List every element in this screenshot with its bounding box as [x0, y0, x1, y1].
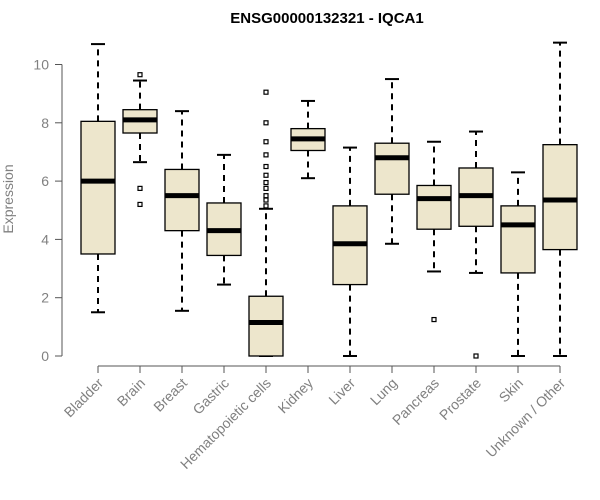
- outlier-point: [431, 316, 437, 323]
- outlier-point: [263, 193, 269, 199]
- outlier-point: [263, 89, 269, 95]
- outlier-point: [263, 152, 269, 158]
- y-tick-label: 6: [41, 173, 49, 189]
- box-gastric: [206, 153, 242, 286]
- y-tick-label: 10: [33, 57, 49, 73]
- x-tick-label: Liver: [325, 375, 358, 408]
- y-axis: 0 2 4 6 8 10: [33, 57, 63, 364]
- box-kidney: [290, 99, 326, 180]
- outlier-point: [263, 163, 269, 170]
- box-skin: [500, 171, 536, 357]
- x-tick-label: Bladder: [61, 375, 107, 421]
- box-breast: [164, 110, 200, 312]
- outlier-point: [263, 203, 269, 209]
- box-liver: [332, 146, 368, 357]
- outlier-point: [473, 353, 479, 359]
- box-unknown-other: [542, 41, 578, 357]
- x-tick-label: Brain: [114, 375, 148, 409]
- box-prostate: [458, 130, 494, 359]
- outlier-point: [263, 179, 269, 186]
- x-tick-label: Kidney: [275, 375, 317, 417]
- outlier-point: [263, 172, 269, 178]
- y-tick-label: 4: [41, 231, 49, 247]
- outlier-point: [263, 139, 269, 145]
- iqr-box: [374, 142, 410, 195]
- box-series: [80, 41, 578, 359]
- outlier-point: [263, 197, 269, 203]
- box-hematopoietic-cells: [248, 89, 284, 357]
- outlier-point: [137, 72, 143, 78]
- iqr-box: [542, 144, 578, 251]
- x-tick-label: Unknown / Other: [483, 375, 569, 461]
- x-tick-label: Pancreas: [389, 375, 442, 428]
- iqr-box: [500, 205, 536, 274]
- box-lung: [374, 78, 410, 245]
- y-axis-label: Expression: [0, 164, 16, 233]
- outlier-point: [263, 185, 269, 191]
- iqr-box: [164, 168, 200, 232]
- box-brain: [122, 72, 158, 208]
- x-tick-label: Lung: [367, 375, 400, 408]
- x-tick-label: Prostate: [436, 375, 484, 423]
- x-tick-label: Skin: [496, 375, 527, 406]
- iqr-box: [416, 184, 452, 230]
- iqr-box: [80, 120, 116, 255]
- outlier-point: [137, 185, 143, 191]
- y-tick-label: 0: [41, 348, 49, 364]
- chart-title: ENSG00000132321 - IQCA1: [230, 10, 423, 27]
- box-pancreas: [416, 140, 452, 323]
- y-tick-label: 8: [41, 115, 49, 131]
- outlier-point: [263, 120, 269, 126]
- y-tick-label: 2: [41, 290, 49, 306]
- iqr-box: [248, 295, 284, 357]
- outlier-point: [137, 201, 143, 208]
- box-bladder: [80, 43, 116, 314]
- x-tick-label: Breast: [150, 375, 190, 415]
